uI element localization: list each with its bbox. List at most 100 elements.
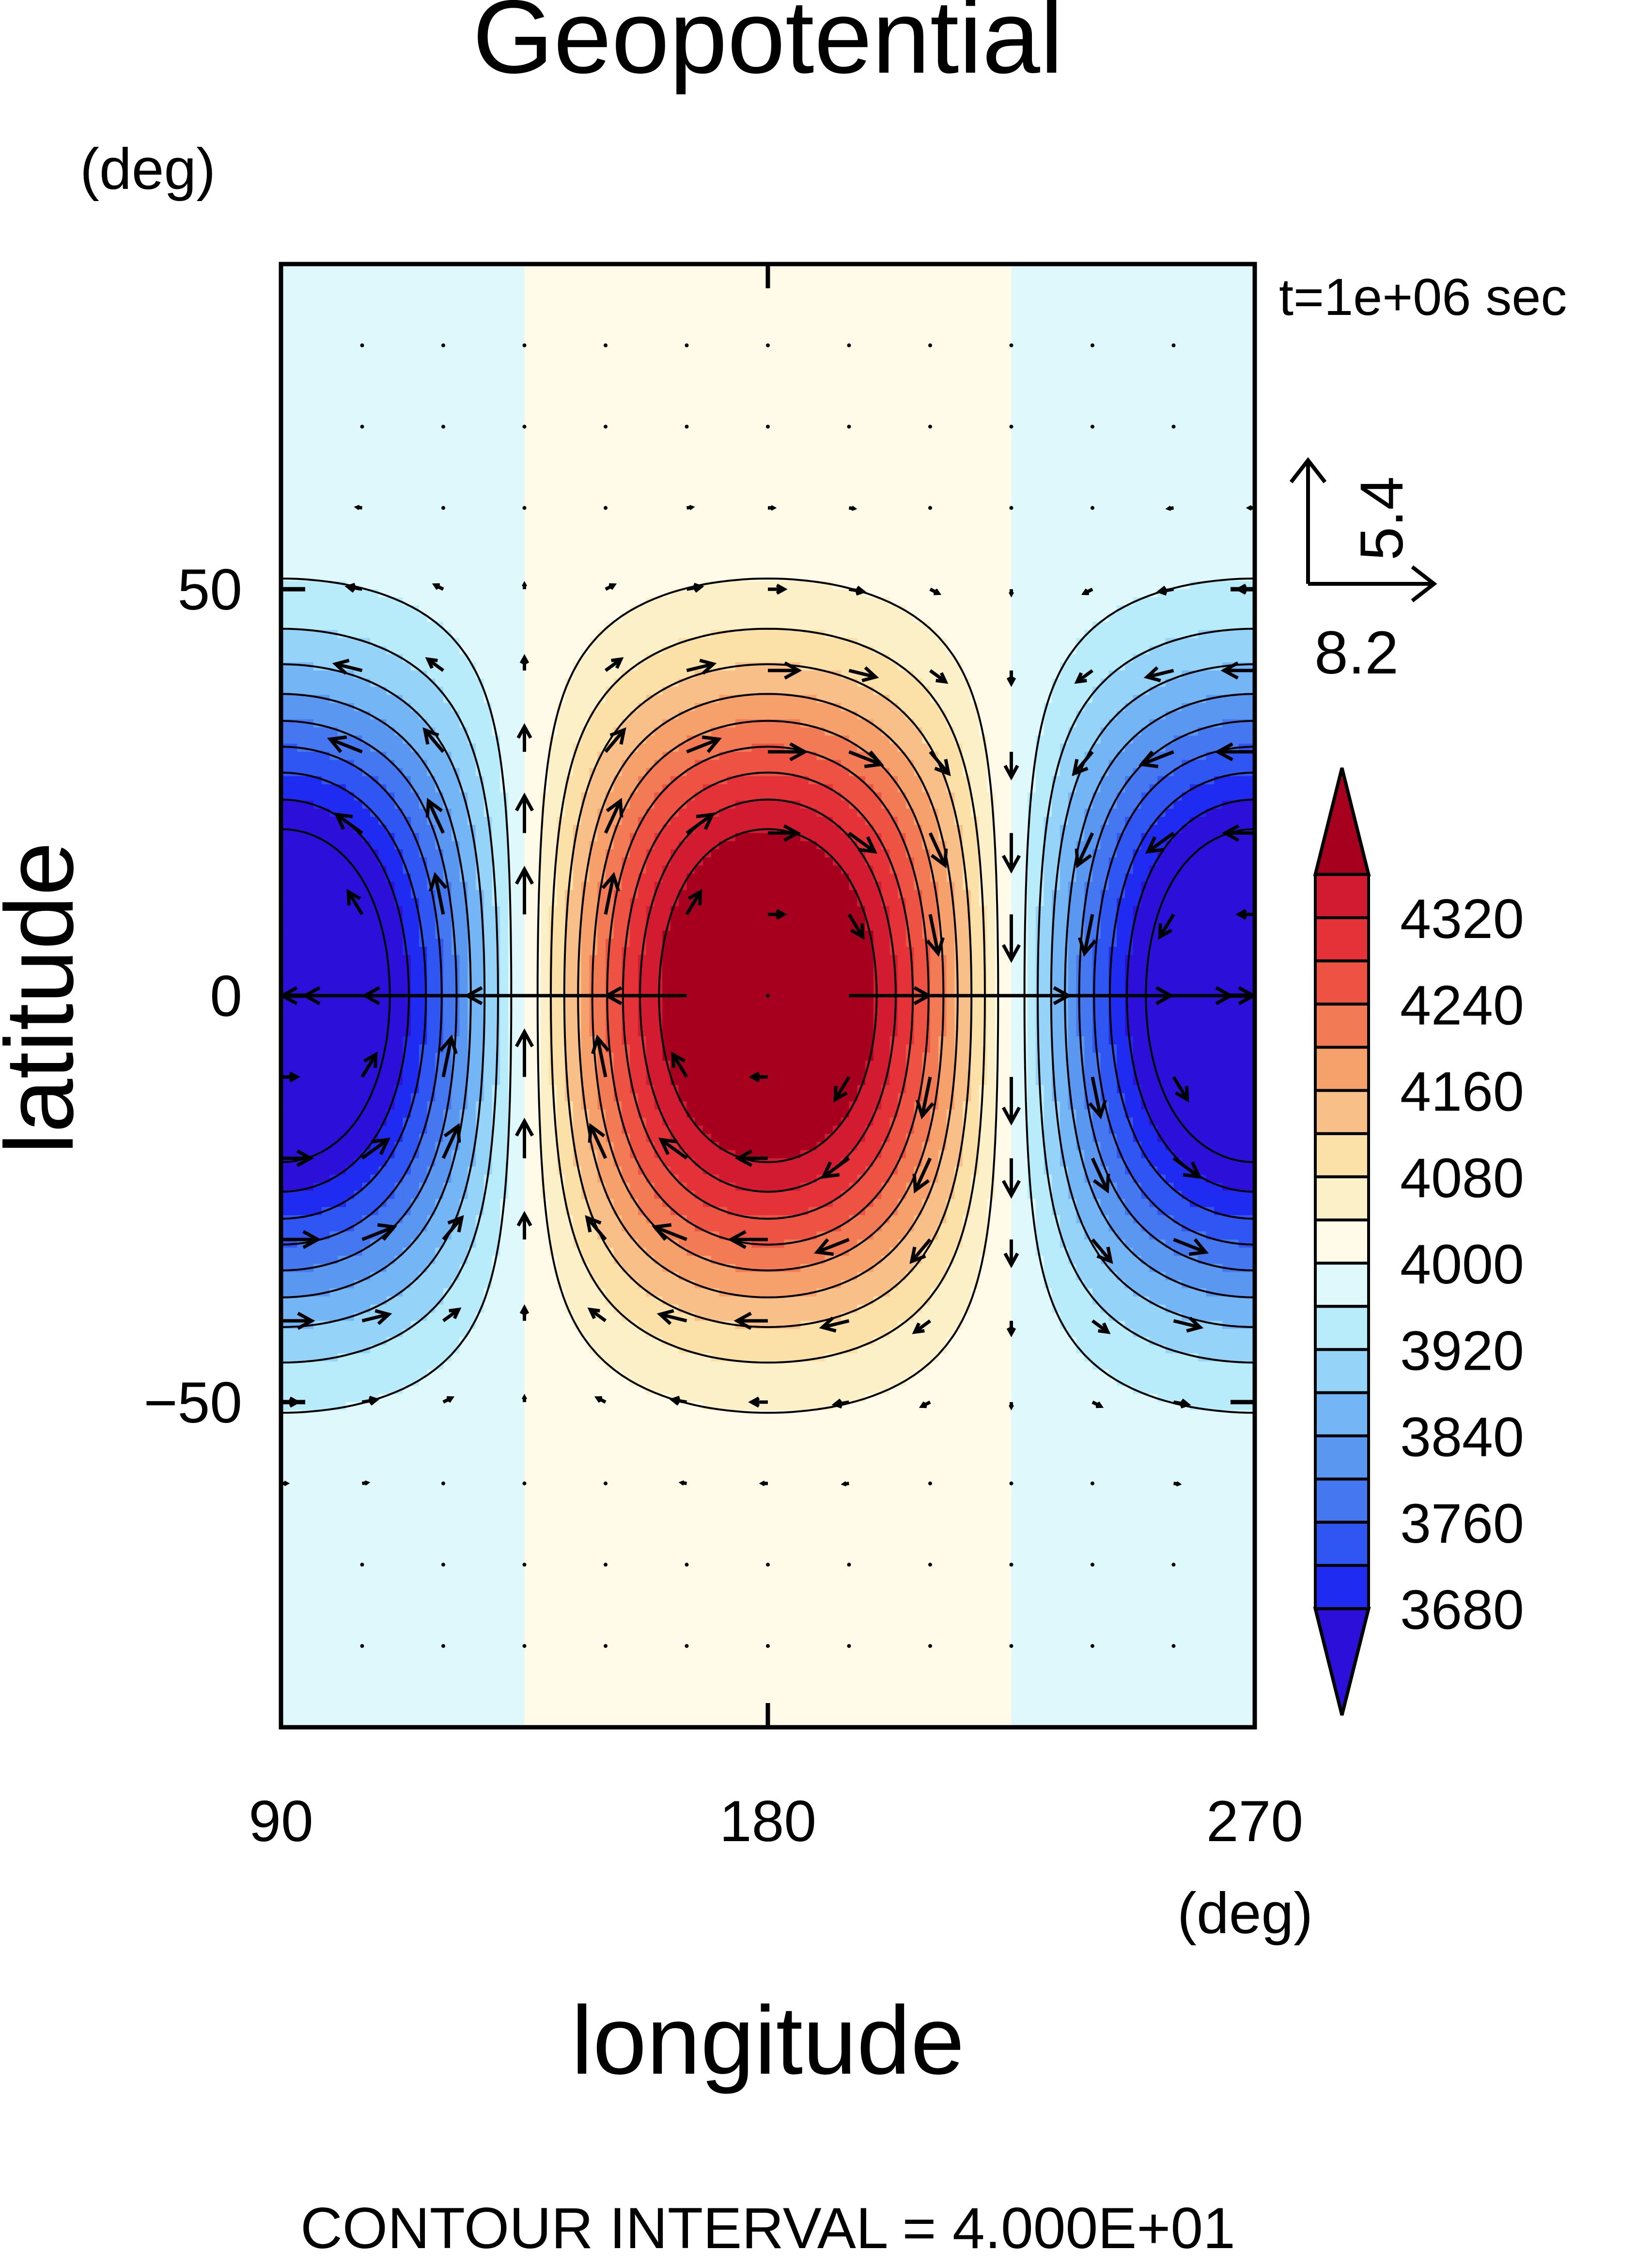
field-cell	[289, 1500, 298, 1508]
field-cell	[443, 1337, 452, 1346]
field-cell	[483, 678, 493, 688]
field-cell	[483, 337, 493, 346]
field-cell	[370, 548, 379, 557]
field-cell	[468, 418, 476, 427]
field-cell	[362, 573, 371, 582]
field-cell	[443, 1613, 452, 1622]
field-cell	[451, 1248, 460, 1256]
field-cell	[386, 508, 395, 517]
field-cell	[483, 1540, 493, 1549]
field-cell	[289, 1223, 298, 1232]
field-cell	[362, 272, 371, 281]
field-cell	[459, 605, 468, 614]
field-cell	[289, 898, 298, 907]
field-cell	[289, 370, 298, 378]
field-cell	[492, 1483, 501, 1492]
field-cell	[500, 557, 509, 565]
field-cell	[443, 914, 452, 923]
field-cell	[370, 329, 379, 338]
field-cell	[329, 1101, 339, 1110]
field-cell	[329, 1410, 339, 1419]
field-cell	[403, 670, 411, 679]
field-cell	[435, 776, 444, 785]
field-cell	[386, 930, 395, 939]
field-cell	[346, 1231, 355, 1240]
field-cell	[305, 1532, 314, 1541]
field-cell	[329, 1337, 339, 1346]
field-cell	[476, 1272, 484, 1281]
field-cell	[394, 516, 404, 525]
field-cell	[411, 874, 420, 883]
field-cell	[354, 1711, 363, 1720]
field-cell	[459, 426, 468, 436]
field-cell	[313, 938, 322, 948]
field-cell	[362, 1589, 371, 1598]
field-cell	[289, 816, 298, 826]
field-cell	[403, 1573, 411, 1581]
field-cell	[329, 1190, 339, 1200]
field-cell	[476, 622, 484, 630]
field-cell	[483, 1589, 493, 1598]
field-cell	[338, 1093, 346, 1102]
field-cell	[394, 1654, 404, 1663]
field-cell	[289, 1694, 298, 1704]
field-cell	[427, 377, 436, 387]
field-cell	[321, 678, 330, 688]
field-cell	[468, 1190, 476, 1200]
field-cell	[394, 630, 404, 639]
field-cell	[394, 532, 404, 541]
field-cell	[492, 1158, 501, 1167]
field-cell	[427, 1134, 436, 1142]
field-cell	[492, 768, 501, 777]
field-cell	[459, 402, 468, 411]
field-cell	[419, 540, 428, 549]
field-cell	[459, 768, 468, 777]
field-cell	[451, 792, 460, 801]
field-cell	[459, 597, 468, 606]
field-cell	[313, 1052, 322, 1062]
field-cell	[468, 1020, 476, 1029]
field-cell	[459, 1597, 468, 1606]
field-cell	[492, 516, 501, 525]
field-cell	[411, 1621, 420, 1630]
field-cell	[500, 361, 509, 371]
field-cell	[500, 589, 509, 598]
field-cell	[370, 418, 379, 427]
field-cell	[492, 963, 501, 972]
field-cell	[443, 459, 452, 468]
field-cell	[492, 613, 501, 623]
field-cell	[297, 1020, 306, 1029]
field-cell	[313, 1524, 322, 1533]
field-cell	[346, 1694, 355, 1704]
field-cell	[427, 1605, 436, 1614]
field-cell	[411, 377, 420, 387]
field-cell	[468, 1418, 476, 1427]
field-cell	[492, 1524, 501, 1533]
field-cell	[435, 532, 444, 541]
field-cell	[362, 825, 371, 834]
field-cell	[362, 1621, 371, 1630]
field-cell	[370, 1272, 379, 1281]
field-cell	[321, 613, 330, 623]
field-cell	[313, 377, 322, 387]
field-cell	[492, 1426, 501, 1435]
field-cell	[338, 467, 346, 476]
field-cell	[427, 532, 436, 541]
field-cell	[305, 1426, 314, 1435]
field-cell	[378, 1564, 387, 1574]
field-cell	[386, 654, 395, 663]
field-cell	[419, 557, 428, 565]
field-cell	[297, 1508, 306, 1517]
field-cell	[500, 971, 509, 980]
field-cell	[297, 1052, 306, 1062]
field-cell	[492, 361, 501, 371]
field-cell	[459, 1304, 468, 1313]
field-cell	[338, 1646, 346, 1655]
field-cell	[492, 1491, 501, 1501]
field-cell	[483, 1093, 493, 1102]
field-cell	[411, 451, 420, 460]
field-cell	[419, 532, 428, 541]
field-cell	[362, 1028, 371, 1037]
field-cell	[468, 1491, 476, 1501]
field-cell	[468, 329, 476, 338]
